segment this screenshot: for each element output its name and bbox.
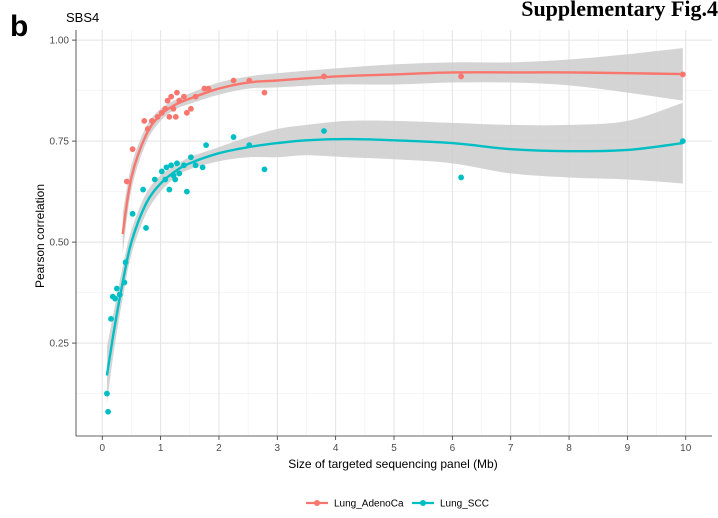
x-axis-label: Size of targeted sequencing panel (Mb) [288,457,497,471]
legend-marker-1 [420,500,426,506]
data-point-1 [183,188,190,195]
data-point-1 [458,174,465,181]
x-tick-label: 0 [99,443,105,454]
panel-letter: b [10,10,28,43]
plot-area: 0 1 2 3 4 5 6 7 8 9 10 0.25 0.50 0.75 1.00 [50,30,712,454]
x-tick-label: 4 [333,443,339,454]
legend-label-0: Lung_AdenoCa [334,499,404,510]
y-tick-label: 1.00 [50,36,70,47]
data-point-0 [172,113,179,120]
data-point-1 [122,259,129,266]
x-tick-label: 7 [508,443,514,454]
data-point-0 [188,105,194,112]
x-tick-label: 8 [566,443,572,454]
data-point-0 [205,85,212,92]
data-point-0 [192,93,199,100]
x-tick-label: 1 [158,443,164,454]
confidence-band-1 [106,102,683,404]
data-point-1 [112,295,118,302]
x-tick-label: 6 [450,443,456,454]
figure-label: Supplementary Fig.4 [521,0,718,21]
data-point-1 [163,164,170,171]
data-point-1 [108,315,114,322]
data-point-1 [129,210,136,217]
data-point-1 [192,162,199,169]
data-point-1 [121,279,128,286]
y-tick-label: 0.25 [50,339,70,350]
data-point-1 [176,170,183,177]
data-point-0 [174,89,180,96]
data-point-0 [181,93,187,100]
data-point-1 [116,291,123,298]
data-point-1 [230,134,237,140]
data-point-0 [261,89,268,96]
data-point-0 [144,126,151,132]
data-point-1 [261,166,268,173]
data-point-0 [123,178,130,185]
legend-label-1: Lung_SCC [440,499,489,510]
confidence-band-0 [122,48,683,255]
data-point-1 [113,285,120,292]
data-point-0 [183,109,190,116]
data-point-0 [148,117,155,124]
x-tick-label: 5 [391,443,397,454]
data-point-0 [158,109,165,116]
data-point-0 [168,93,175,100]
y-tick-label: 0.50 [50,238,70,249]
data-point-1 [162,176,169,183]
data-point-1 [188,154,194,161]
data-point-1 [104,390,110,397]
data-point-1 [168,162,175,169]
data-point-1 [174,160,180,167]
x-tick-label: 3 [275,443,281,454]
data-point-0 [129,146,136,153]
data-point-0 [141,117,148,124]
data-point-0 [164,97,171,104]
legend-marker-0 [314,500,320,506]
data-point-1 [143,225,149,231]
data-point-1 [246,142,253,149]
data-point-1 [181,162,187,169]
data-point-1 [679,138,686,144]
y-axis-label: Pearson correlation [33,184,47,288]
data-point-0 [170,105,177,112]
data-point-0 [154,113,161,120]
data-point-0 [176,97,183,104]
x-tick-label: 9 [625,443,631,454]
data-point-1 [199,164,206,171]
y-tick-label: 0.75 [50,137,70,148]
data-point-0 [458,73,465,80]
legend: Lung_AdenoCa Lung_SCC [306,499,489,510]
x-tick-label: 10 [680,443,692,454]
chart-title: SBS4 [66,10,99,25]
data-point-1 [140,186,147,193]
data-point-0 [246,77,253,84]
data-point-0 [321,73,327,80]
data-point-0 [201,85,208,92]
data-point-1 [151,176,158,183]
data-point-1 [166,186,173,193]
data-point-0 [679,71,686,78]
data-point-1 [172,176,179,183]
data-point-0 [162,105,169,112]
data-point-1 [158,168,165,175]
data-point-0 [166,113,173,120]
data-point-0 [230,77,237,84]
x-tick-label: 2 [216,443,222,454]
data-point-1 [203,142,210,149]
data-point-1 [321,128,327,134]
data-point-1 [105,408,111,415]
